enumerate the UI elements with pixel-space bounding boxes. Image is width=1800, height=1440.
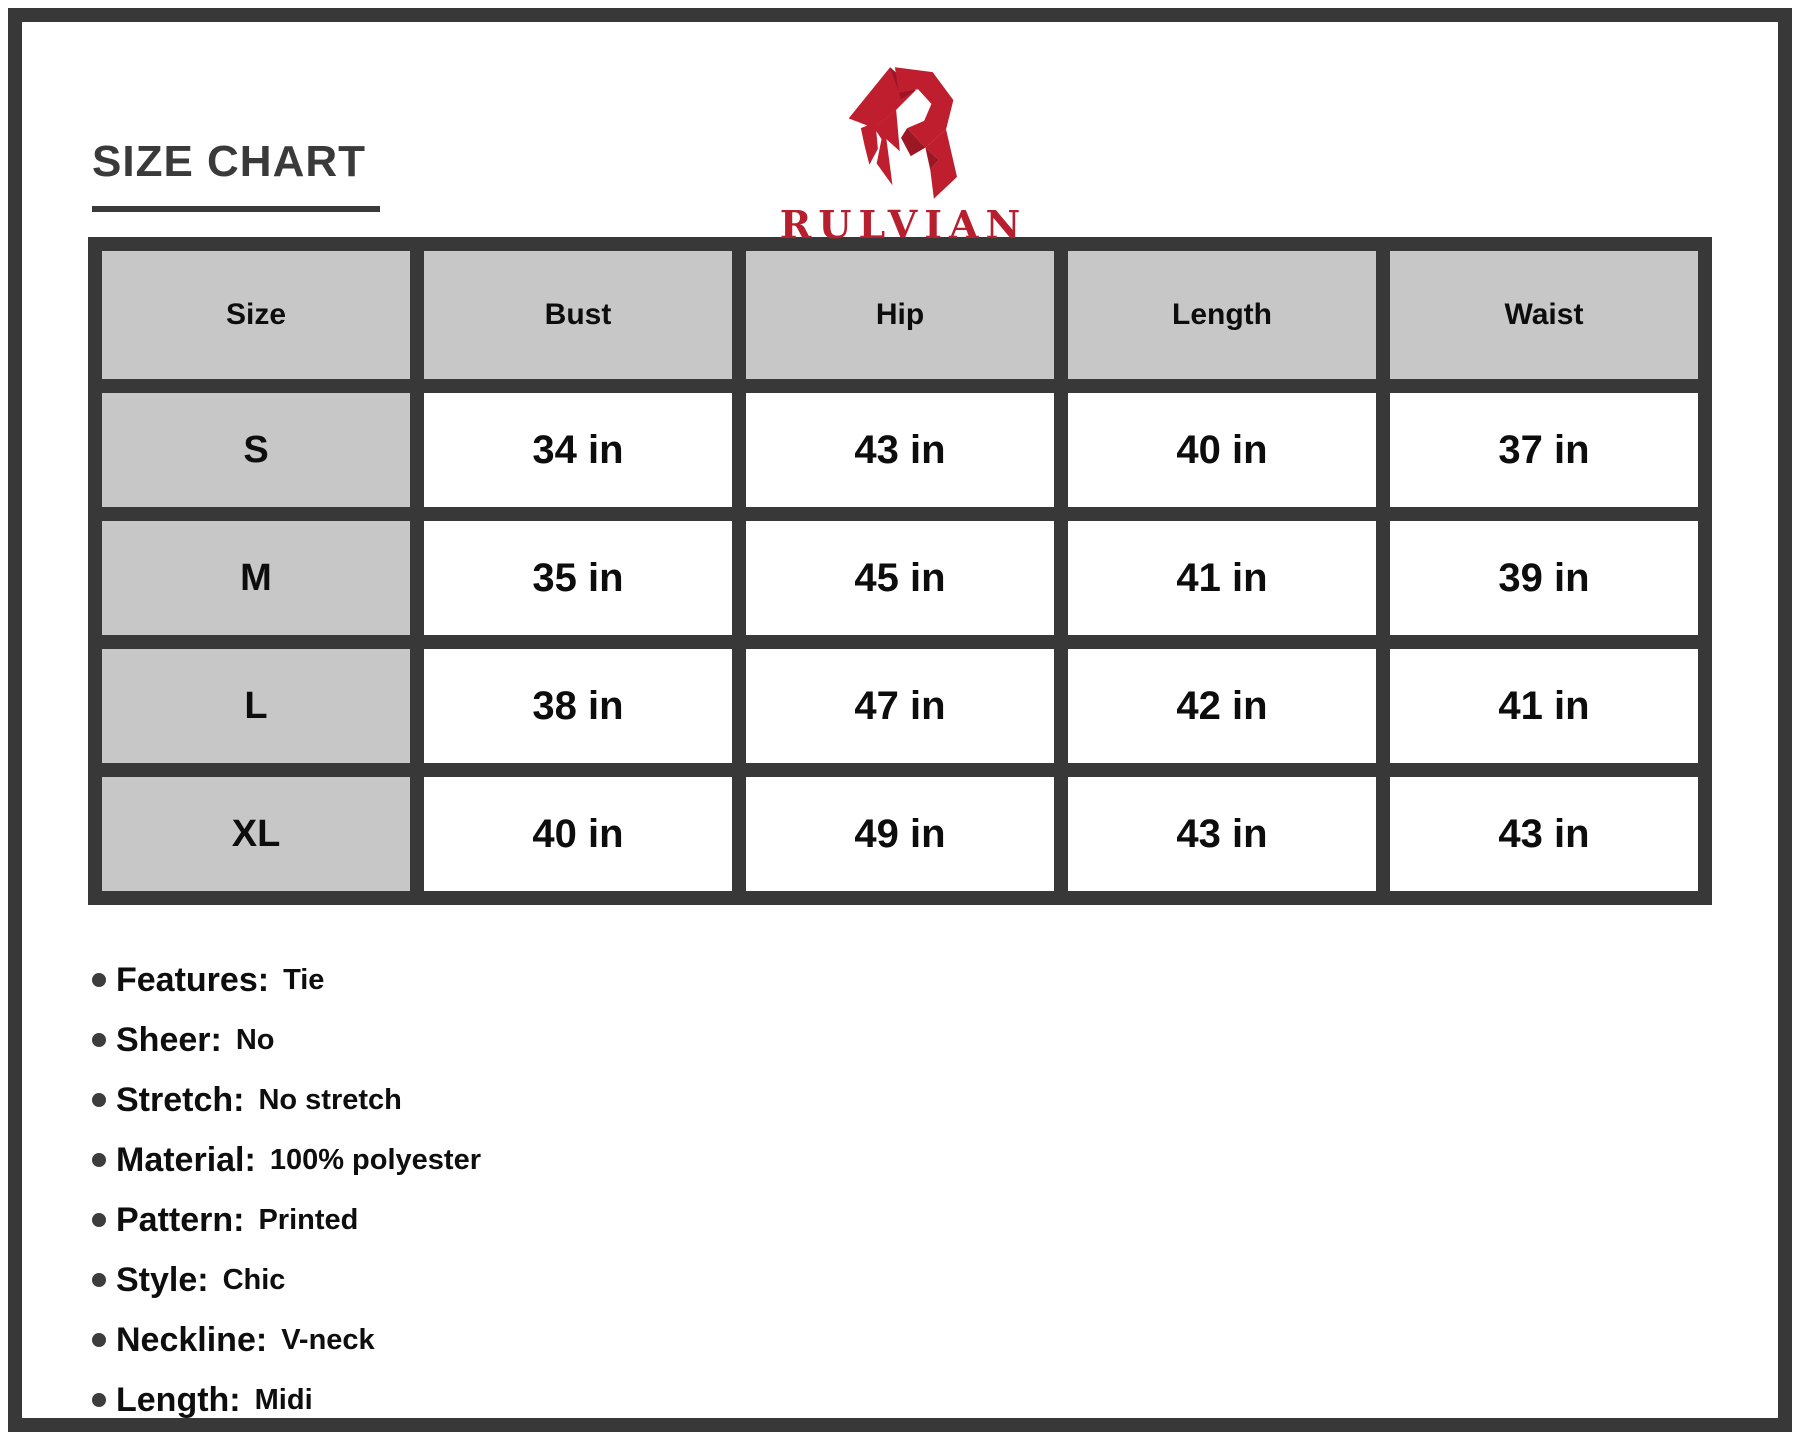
title-underline <box>92 206 380 212</box>
bullet-icon <box>92 1033 106 1047</box>
detail-item-sheer: Sheer: No <box>92 1010 1778 1070</box>
measurement-cell: 42 in <box>1068 649 1376 763</box>
size-label-cell: S <box>102 393 410 507</box>
detail-value: V-neck <box>281 1323 375 1356</box>
size-chart-table: Size Bust Hip Length Waist S 34 in 43 in… <box>88 237 1712 905</box>
measurement-cell: 43 in <box>746 393 1054 507</box>
detail-value: No <box>235 1023 275 1056</box>
detail-item-features: Features: Tie <box>92 950 1778 1010</box>
detail-label: Features: <box>116 960 270 999</box>
detail-label: Stretch: <box>116 1080 245 1119</box>
detail-label: Pattern: <box>116 1200 245 1239</box>
column-header-size: Size <box>102 251 410 379</box>
detail-value: 100% polyester <box>269 1143 481 1176</box>
detail-label: Sheer: <box>116 1020 222 1059</box>
page-border: SIZE CHART RULVIAN <box>8 8 1792 1432</box>
bullet-icon <box>92 1153 106 1167</box>
detail-label: Material: <box>116 1140 256 1179</box>
detail-item-stretch: Stretch: No stretch <box>92 1070 1778 1130</box>
measurement-cell: 34 in <box>424 393 732 507</box>
column-header-bust: Bust <box>424 251 732 379</box>
measurement-cell: 41 in <box>1390 649 1698 763</box>
measurement-cell: 41 in <box>1068 521 1376 635</box>
title-block: SIZE CHART <box>92 140 380 212</box>
bullet-icon <box>92 1393 106 1407</box>
measurement-cell: 40 in <box>1068 393 1376 507</box>
bullet-icon <box>92 1273 106 1287</box>
size-label-cell: XL <box>102 777 410 891</box>
detail-label: Length: <box>116 1380 241 1419</box>
column-header-length: Length <box>1068 251 1376 379</box>
measurement-cell: 37 in <box>1390 393 1698 507</box>
detail-item-material: Material: 100% polyester <box>92 1130 1778 1190</box>
size-label-cell: L <box>102 649 410 763</box>
table-row: M 35 in 45 in 41 in 39 in <box>102 521 1698 635</box>
measurement-cell: 45 in <box>746 521 1054 635</box>
measurement-cell: 49 in <box>746 777 1054 891</box>
measurement-cell: 43 in <box>1390 777 1698 891</box>
measurement-cell: 47 in <box>746 649 1054 763</box>
measurement-cell: 40 in <box>424 777 732 891</box>
detail-item-style: Style: Chic <box>92 1250 1778 1310</box>
bullet-icon <box>92 973 106 987</box>
bullet-icon <box>92 1333 106 1347</box>
product-details-list: Features: Tie Sheer: No Stretch: No stre… <box>92 950 1778 1430</box>
table-row: XL 40 in 49 in 43 in 43 in <box>102 777 1698 891</box>
rulvian-r-logo-icon <box>848 67 958 199</box>
detail-value: No stretch <box>258 1083 402 1116</box>
detail-value: Midi <box>254 1383 313 1416</box>
header: SIZE CHART RULVIAN <box>22 22 1778 244</box>
bullet-icon <box>92 1093 106 1107</box>
detail-label: Neckline: <box>116 1320 268 1359</box>
detail-value: Tie <box>283 963 325 996</box>
table-row: L 38 in 47 in 42 in 41 in <box>102 649 1698 763</box>
measurement-cell: 39 in <box>1390 521 1698 635</box>
brand-logo: RULVIAN <box>773 60 1027 244</box>
table-row: S 34 in 43 in 40 in 37 in <box>102 393 1698 507</box>
detail-value: Printed <box>258 1203 359 1236</box>
table-header-row: Size Bust Hip Length Waist <box>102 251 1698 379</box>
detail-label: Style: <box>116 1260 209 1299</box>
measurement-cell: 38 in <box>424 649 732 763</box>
detail-value: Chic <box>222 1263 286 1296</box>
size-label-cell: M <box>102 521 410 635</box>
detail-item-pattern: Pattern: Printed <box>92 1190 1778 1250</box>
detail-item-length: Length: Midi <box>92 1370 1778 1430</box>
column-header-waist: Waist <box>1390 251 1698 379</box>
measurement-cell: 35 in <box>424 521 732 635</box>
brand-name: RULVIAN <box>779 202 1028 247</box>
measurement-cell: 43 in <box>1068 777 1376 891</box>
column-header-hip: Hip <box>746 251 1054 379</box>
bullet-icon <box>92 1213 106 1227</box>
page-title: SIZE CHART <box>92 137 366 186</box>
detail-item-neckline: Neckline: V-neck <box>92 1310 1778 1370</box>
